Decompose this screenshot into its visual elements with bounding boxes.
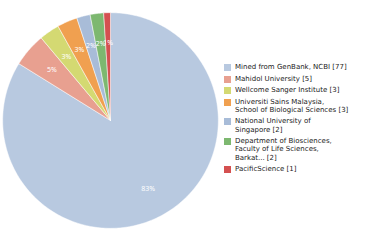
- html-text:National University of Singapo: National University of Singapore [2]: [235, 117, 311, 134]
- html-text:Universiti Sains Malaysia, Sch: Universiti Sains Malaysia, School of Bio…: [235, 97, 349, 114]
- svg-text:3%: 3%: [62, 52, 72, 61]
- html-text:Department of Biosciences, Fac: Department of Biosciences, Faculty of Li…: [235, 137, 332, 162]
- html-text:Mined from GenBank, NCBI [77]: Mined from GenBank, NCBI [77]: [235, 63, 347, 72]
- html-text:Wellcome Sanger Institute [3]: Wellcome Sanger Institute [3]: [235, 86, 340, 95]
- html-text:PacificScience [1]: PacificScience [1]: [235, 165, 297, 174]
- svg-text:1%: 1%: [103, 38, 113, 47]
- svg-text:83%: 83%: [141, 184, 155, 193]
- svg-text:5%: 5%: [47, 65, 57, 74]
- svg-text:3%: 3%: [74, 45, 84, 54]
- svg-text:2%: 2%: [86, 41, 96, 50]
- html-text:Mahidol University [5]: Mahidol University [5]: [235, 74, 313, 83]
- svg-text:2%: 2%: [95, 38, 106, 48]
